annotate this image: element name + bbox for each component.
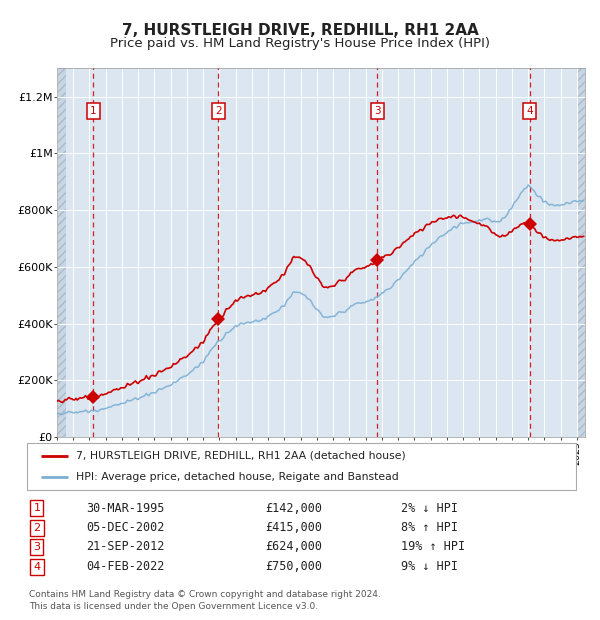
Text: 7, HURSTLEIGH DRIVE, REDHILL, RH1 2AA: 7, HURSTLEIGH DRIVE, REDHILL, RH1 2AA [122,23,478,38]
Text: 4: 4 [34,562,40,572]
Text: 8% ↑ HPI: 8% ↑ HPI [401,521,458,534]
Text: Contains HM Land Registry data © Crown copyright and database right 2024.
This d: Contains HM Land Registry data © Crown c… [29,590,380,611]
Text: 9% ↓ HPI: 9% ↓ HPI [401,560,458,574]
Text: 2% ↓ HPI: 2% ↓ HPI [401,502,458,515]
Bar [577,68,586,437]
Text: £142,000: £142,000 [265,502,322,515]
Text: 05-DEC-2002: 05-DEC-2002 [86,521,164,534]
Text: 1: 1 [34,503,40,513]
Bar [57,68,66,437]
FancyBboxPatch shape [27,443,576,490]
Text: Price paid vs. HM Land Registry's House Price Index (HPI): Price paid vs. HM Land Registry's House … [110,37,490,50]
Text: 2: 2 [34,523,40,533]
Text: £415,000: £415,000 [265,521,322,534]
Text: 2: 2 [215,106,221,116]
Text: 3: 3 [374,106,380,116]
Text: £750,000: £750,000 [265,560,322,574]
Text: 19% ↑ HPI: 19% ↑ HPI [401,541,465,554]
Text: 4: 4 [526,106,533,116]
Text: 3: 3 [34,542,40,552]
Text: HPI: Average price, detached house, Reigate and Banstead: HPI: Average price, detached house, Reig… [76,472,399,482]
Text: 1: 1 [90,106,97,116]
Text: 21-SEP-2012: 21-SEP-2012 [86,541,164,554]
Text: 04-FEB-2022: 04-FEB-2022 [86,560,164,574]
Text: 30-MAR-1995: 30-MAR-1995 [86,502,164,515]
Text: 7, HURSTLEIGH DRIVE, REDHILL, RH1 2AA (detached house): 7, HURSTLEIGH DRIVE, REDHILL, RH1 2AA (d… [76,451,406,461]
Text: £624,000: £624,000 [265,541,322,554]
